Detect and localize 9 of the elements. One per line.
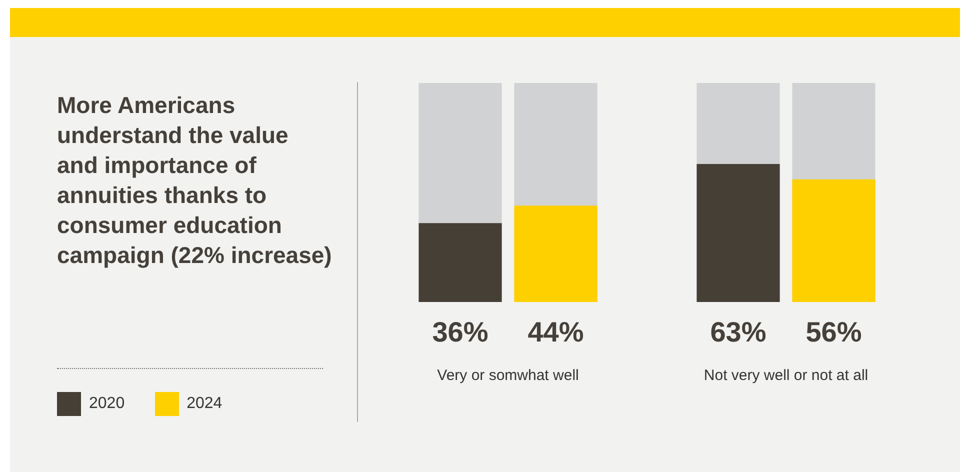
legend-label: 2020 (89, 395, 125, 413)
text: More Americans understand the value and importance of annuities thanks to consumer education campaign (22% increase) (57, 91, 332, 270)
data-label: 44% (528, 316, 584, 348)
data-label: 63% (710, 316, 766, 348)
x-tick-label: Not very well or not at all (704, 367, 868, 384)
legend-label: 2024 (186, 395, 222, 413)
x-tick-label: Very or somwhat well (437, 367, 579, 384)
data-label: 56% (806, 316, 862, 348)
data-label: 36% (432, 316, 488, 348)
